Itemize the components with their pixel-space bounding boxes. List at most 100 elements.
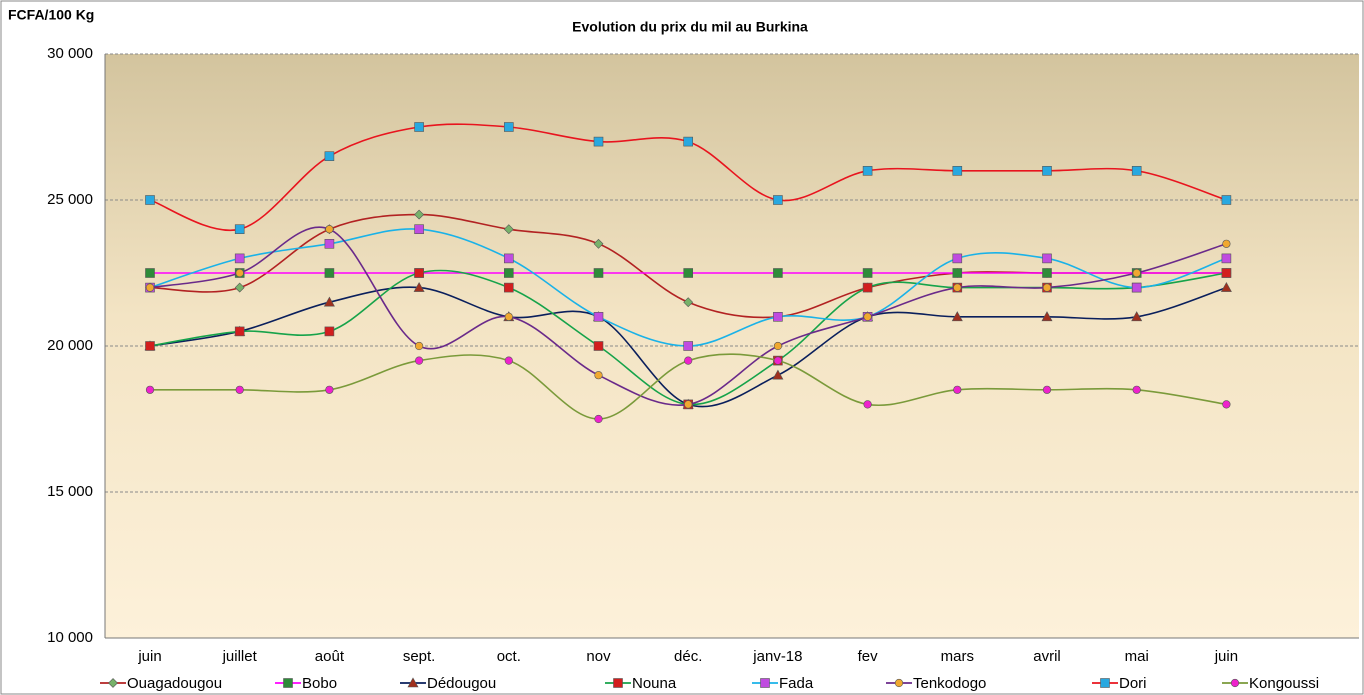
x-tick-label: déc.	[674, 648, 702, 665]
marker	[324, 326, 335, 337]
y-axis-label: FCFA/100 Kg	[8, 7, 94, 23]
marker	[503, 253, 514, 264]
x-tick-label: oct.	[497, 648, 521, 665]
marker	[407, 677, 419, 688]
legend-label: Dori	[1119, 675, 1147, 692]
marker	[683, 268, 694, 278]
marker	[593, 136, 604, 147]
marker	[1221, 268, 1232, 278]
marker	[953, 283, 962, 292]
legend-label: Nouna	[632, 675, 677, 692]
x-tick-label: avril	[1033, 648, 1061, 665]
marker	[1222, 239, 1231, 248]
marker	[415, 341, 424, 351]
marker	[772, 369, 784, 380]
marker	[863, 400, 872, 409]
marker	[862, 166, 873, 176]
marker	[145, 385, 155, 394]
legend-item: Tenkodogo	[886, 675, 986, 692]
marker	[593, 311, 604, 322]
marker	[1042, 268, 1052, 278]
marker	[325, 225, 334, 234]
marker	[773, 356, 783, 365]
marker	[613, 678, 623, 688]
marker	[1132, 385, 1141, 394]
legend-item: Ouagadougou	[100, 675, 222, 692]
legend-item: Dédougou	[400, 675, 496, 692]
marker	[414, 209, 425, 220]
marker	[413, 281, 425, 292]
marker	[1230, 678, 1240, 688]
marker	[145, 283, 155, 292]
marker	[684, 400, 693, 409]
legend-label: Tenkodogo	[913, 675, 986, 692]
x-tick-label: mars	[941, 648, 974, 665]
marker	[863, 312, 872, 321]
marker	[415, 356, 424, 365]
x-tick-label: fev	[858, 648, 879, 665]
marker	[773, 311, 783, 322]
marker	[1042, 283, 1052, 292]
series	[145, 122, 1232, 234]
marker	[683, 297, 694, 308]
marker	[952, 166, 963, 176]
marker	[951, 311, 963, 322]
marker	[414, 122, 424, 132]
marker	[108, 678, 118, 688]
x-tick-label: sept.	[403, 648, 436, 665]
marker	[953, 385, 962, 394]
marker	[1221, 253, 1232, 264]
marker	[1041, 311, 1053, 322]
marker	[593, 238, 604, 249]
marker	[324, 239, 335, 249]
marker	[1131, 166, 1142, 176]
marker	[894, 678, 904, 688]
marker	[1042, 385, 1052, 394]
y-tick-label: 30 000	[47, 45, 93, 62]
marker	[325, 385, 334, 394]
y-tick-label: 15 000	[47, 483, 93, 500]
marker	[145, 195, 155, 205]
marker	[683, 341, 694, 351]
marker	[414, 224, 424, 234]
marker	[503, 282, 514, 293]
marker	[1221, 195, 1232, 205]
marker	[952, 268, 963, 278]
marker	[234, 282, 245, 293]
marker	[235, 385, 244, 394]
marker	[145, 341, 155, 351]
marker	[594, 414, 603, 424]
marker	[760, 678, 770, 688]
marker	[1042, 166, 1052, 176]
x-tick-label: juin	[137, 648, 161, 665]
legend-item: Bobo	[275, 675, 337, 692]
y-tick-label: 10 000	[47, 629, 93, 646]
marker	[773, 268, 783, 278]
marker	[594, 371, 603, 380]
marker	[504, 356, 513, 365]
legend-label: Kongoussi	[1249, 675, 1319, 692]
marker	[324, 151, 335, 161]
legend-item: Dori	[1092, 675, 1147, 692]
marker	[862, 268, 873, 278]
marker	[503, 268, 514, 278]
legend-item: Kongoussi	[1222, 675, 1319, 692]
marker	[1100, 678, 1110, 688]
marker	[324, 268, 335, 278]
chart-title: Evolution du prix du mil au Burkina	[572, 19, 808, 35]
marker	[1042, 253, 1052, 264]
marker	[1222, 400, 1231, 409]
legend-label: Fada	[779, 675, 814, 692]
marker	[593, 268, 604, 278]
marker	[503, 224, 514, 235]
marker	[862, 282, 873, 293]
x-tick-label: août	[315, 648, 345, 665]
series	[145, 225, 1231, 409]
series	[145, 353, 1231, 424]
marker	[414, 268, 424, 278]
marker	[145, 268, 155, 278]
marker	[234, 224, 245, 234]
y-tick-label: 20 000	[47, 337, 93, 354]
